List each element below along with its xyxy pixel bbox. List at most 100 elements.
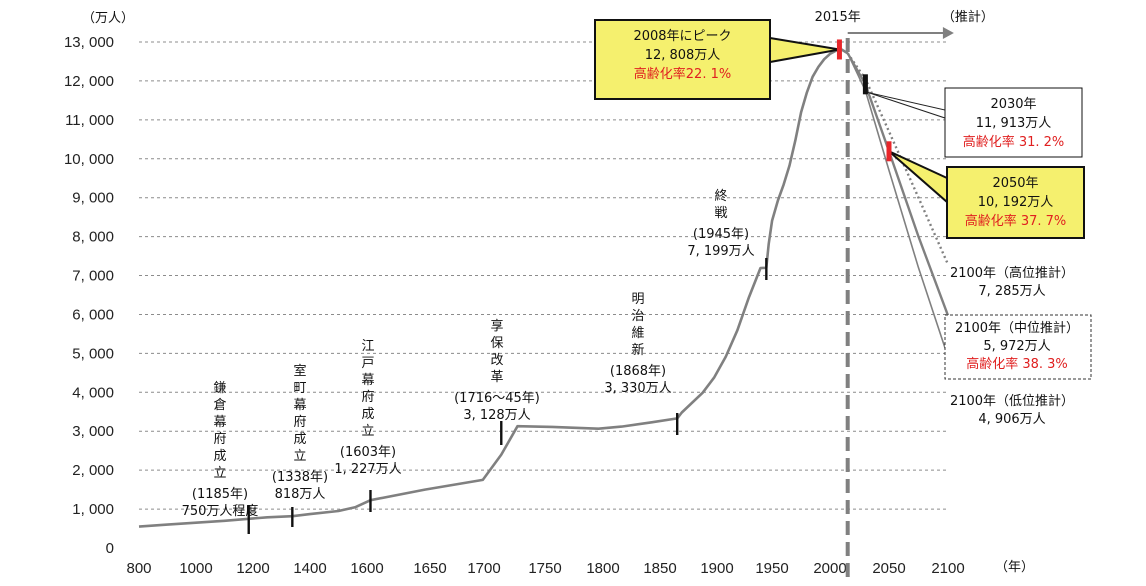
red-marker [836,39,842,60]
end-label-text: 2100年（高位推計） [950,265,1074,281]
annotation-char: 立 [361,424,374,439]
annotation-sub: (1868年) [610,364,666,379]
x-tick-label: 2000 [813,560,846,577]
grid-lines [139,41,948,510]
annotation-sub: (1945年) [693,227,749,242]
x-tick-label: 2100 [931,560,964,577]
y-tick-label: 0 [106,540,114,557]
annotation-sub: 750万人程度 [182,503,259,519]
callout-pointer [867,91,946,119]
annotation-char: 享 [490,318,503,334]
annotation-char: 府 [361,390,374,405]
annotation-char: 明 [631,292,644,307]
y-tick-label: 2, 000 [72,462,114,479]
annotation-sub: 7, 199万人 [687,244,754,259]
y-tick-label: 10, 000 [64,151,114,168]
series-line-low [846,52,949,358]
annotation-char: 立 [293,449,306,464]
annotation-char: 倉 [213,398,226,413]
annotation-char: 立 [213,466,226,481]
callout-text: 2008年にピーク [633,29,731,44]
end-label-text: 2100年（中位推計） [955,320,1079,336]
x-tick-label: 1850 [643,560,676,577]
projection-year-label: 2015年 [815,10,861,25]
callout-text: 2030年 [990,97,1036,112]
annotation-sub: 1, 227万人 [334,462,401,477]
annotation-char: 幕 [361,373,374,388]
annotation-sub: (1338年) [272,470,328,485]
annotation-char: 保 [490,336,503,351]
annotation-sub: 3, 128万人 [463,408,530,423]
x-tick-label: 1800 [586,560,619,577]
callout-red-text: 高齢化率22. 1% [634,66,731,82]
series-line-actual [138,48,849,528]
annotation-char: 成 [293,432,306,447]
end-label-red-text: 高齢化率 38. 3% [966,356,1068,372]
annotation-char: 鎌 [213,381,226,396]
y-tick-label: 7, 000 [72,268,114,285]
annotation-char: 府 [293,415,306,430]
annotation-char: 新 [631,342,644,358]
projection-end-labels: 2100年（高位推計） 7, 285万人 2100年（中位推計） 5, 972万人高齢… [944,265,1092,427]
y-tick-label: 8, 000 [72,229,114,246]
x-tick-label: 1950 [755,560,788,577]
annotation-char: 戸 [361,356,374,371]
annotation-char: 室 [293,363,306,379]
callout-text: 10, 192万人 [978,195,1054,210]
callout-box [594,19,771,100]
callout-text: 12, 808万人 [645,48,721,63]
annotation-char: 維 [631,326,644,341]
x-tick-label: 1750 [528,560,561,577]
x-tick-label: 1650 [413,560,446,577]
annotation-char: 江 [361,339,374,354]
y-tick-label: 6, 000 [72,306,114,323]
end-label-text: 5, 972万人 [983,339,1050,354]
y-axis-ticks: 0 1, 000 2, 000 3, 000 4, 000 5, 000 6, 000 7, … [64,34,114,557]
annotation-sub: (1185年) [192,487,248,502]
callout-text: 2050年 [992,176,1038,191]
annotation-char: 戦 [714,206,727,221]
annotation-sub: (1603年) [340,445,396,460]
callout-text: 11, 913万人 [976,116,1052,131]
historical-annotations: 鎌倉幕府成立(1185年)750万人程度室町幕府成立(1338年)818万人江戸… [182,188,768,534]
y-axis-unit-label: （万人） [82,11,134,26]
annotation-sub: (1716～45年) [454,391,540,406]
x-axis-unit-label: （年） [995,560,1034,575]
y-tick-label: 13, 000 [64,34,114,51]
callout-box [946,166,1085,239]
red-marker [886,141,892,162]
annotation-char: 府 [213,432,226,447]
y-tick-label: 4, 000 [72,384,114,401]
projection-arrow-head [942,27,954,39]
x-tick-label: 800 [126,560,151,577]
end-label-text: 7, 285万人 [978,284,1045,299]
callout-red-text: 高齢化率 37. 7% [965,213,1067,229]
x-tick-label: 2050 [872,560,905,577]
x-tick-label: 1400 [293,560,326,577]
annotation-char: 町 [293,381,306,396]
x-axis-ticks: 800 1000 1200 1400 1600 1650 1700 1750 1800 1850 1… [126,560,964,577]
series-line-high [846,52,950,265]
series-lines [138,48,950,528]
projection-divider: 2015年 （推計） [815,9,994,584]
annotation-char: 幕 [213,415,226,430]
projection-label: （推計） [942,9,994,25]
annotation-sub: 3, 330万人 [604,381,671,396]
end-label-text: 2100年（低位推計） [950,393,1074,409]
x-tick-label: 1700 [467,560,500,577]
end-label-text: 4, 906万人 [978,412,1045,427]
end-label-box [944,314,1092,380]
annotation-char: 成 [213,449,226,464]
x-tick-label: 1900 [700,560,733,577]
annotation-char: 成 [361,407,374,422]
callout-box [944,87,1083,158]
y-tick-label: 11, 000 [65,112,114,129]
y-tick-label: 3, 000 [72,423,114,440]
annotation-char: 改 [490,353,503,368]
black-marker [862,74,868,95]
annotation-sub: 818万人 [275,487,326,502]
y-tick-label: 5, 000 [72,345,114,362]
annotation-char: 幕 [293,398,306,413]
